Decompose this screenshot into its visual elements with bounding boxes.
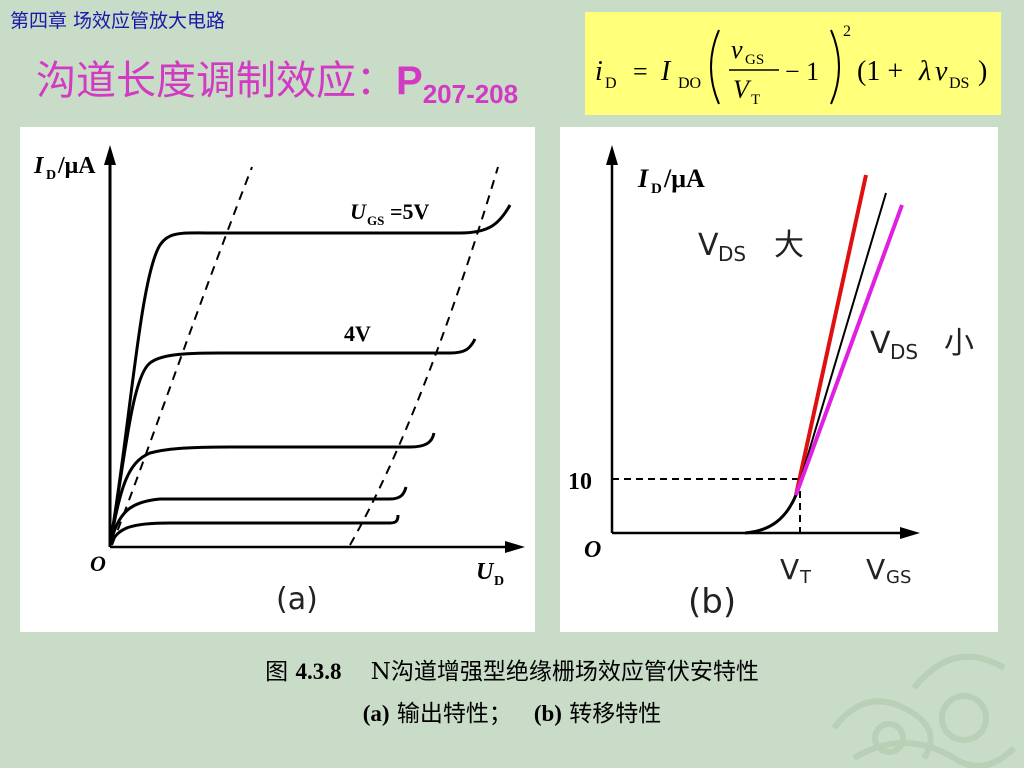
b-vds-small-sub: DS [890,340,918,364]
formula-factor-var: v [935,56,948,87]
a-curve-top-label-var: U [350,199,367,224]
b-vds-small-main: V [870,326,891,361]
formula-minus-one: − 1 [785,57,819,86]
a-curve-4 [108,486,408,546]
a-curve-vgs-5v [108,204,512,546]
formula-equals: = [633,57,648,86]
a-y-label-unit: /μA [57,153,96,179]
b-vt-sub: T [799,567,812,588]
title-page-range: 207-208 [422,79,519,109]
b-x-axis-arrow [900,527,920,539]
a-y-axis-arrow [104,145,116,165]
b-vds-large-sub: DS [718,242,746,266]
b-line-vds-small [794,204,904,496]
a-origin-label: O [90,551,106,576]
caption-part-a-tag: (a) [362,701,390,726]
formula-svg: i D = I DO v GS V T − 1 2 (1 + λ v DS ) [595,23,987,108]
decorative-pattern [831,653,1017,768]
a-curve-5 [108,514,400,546]
a-x-label-sub: D [494,574,504,589]
b-vds-large-word: 大 [774,228,804,263]
b-y-label-unit: /μA [663,164,705,193]
formula-factor-close: ) [978,56,987,87]
formula-den-var: V [733,75,752,104]
b-transfer-curve-knee [744,494,798,535]
b-y-axis-arrow [606,145,618,165]
figure-caption-line-2: (a) 输出特性； (b) 转移特性 [0,694,1024,728]
b-vgs-sub: GS [886,567,911,588]
formula-right-paren [830,29,840,105]
b-y-label-var: I [637,164,649,193]
caption-fig-title: N沟道增强型绝缘栅场效应管伏安特性 [370,659,759,685]
b-vt-main: V [780,553,799,586]
a-curve-top-label-sub: GS [367,213,384,228]
b-tick-10: 10 [568,469,592,495]
chapter-heading: 第四章 场效应管放大电路 [10,10,226,32]
caption-part-b-tag: (b) [533,701,562,726]
transfer-characteristics-diagram: I D /μA O 10 V DS 大 V DS 小 [568,145,974,622]
a-y-label-sub: D [46,168,56,183]
caption-part-a-text: 输出特性； [396,701,512,727]
a-x-axis-arrow [505,541,525,553]
output-characteristics-diagram: I D /μA U D O U GS =5V 4V [33,145,525,617]
formula-lhs-sub: D [605,75,617,92]
a-curve-vgs-4v [108,338,477,546]
formula-num-var: v [731,35,743,64]
formula-exponent: 2 [843,23,851,40]
a-curve-top-label-val: =5V [390,199,430,224]
b-origin-label: O [584,537,601,563]
a-panel-label: (a) [276,582,318,617]
transfer-characteristics-panel: I D /μA O 10 V DS 大 V DS 小 [560,127,998,632]
b-y-label-sub: D [651,181,662,197]
output-characteristics-panel: I D /μA U D O U GS =5V 4V [20,127,535,632]
b-line-vds-large [794,174,868,496]
caption-fig-number: 4.3.8 [295,659,342,684]
formula-lambda: λ [918,56,931,87]
a-curve-4v-label: 4V [344,321,371,346]
a-dashed-boundary-left [111,166,253,546]
b-vgs-main: V [866,553,885,586]
a-curve-3 [108,432,436,546]
figure-caption-line-1: 图 4.3.8 N沟道增强型绝缘栅场效应管伏安特性 [0,652,1024,686]
a-dashed-boundary-right [349,166,499,546]
b-vds-small-word: 小 [944,326,974,361]
title-text: 沟道长度调制效应： [36,58,396,104]
formula-coef: I [660,56,672,87]
formula-den-sub: T [751,92,760,108]
a-x-label-var: U [476,559,495,585]
formula-lhs-var: i [595,56,603,87]
a-y-label-var: I [33,153,45,179]
title-page-ref: P [396,59,423,103]
b-vds-large-main: V [698,228,719,263]
b-line-vds-nominal [795,192,887,496]
caption-fig-word: 图 [265,659,289,685]
formula-factor-open: (1 + [857,56,903,87]
formula-left-paren [710,29,720,105]
slide-title: 沟道长度调制效应：P207-208 [36,48,518,110]
formula-factor-sub: DS [949,75,969,92]
caption-part-b-text: 转移特性 [569,701,662,727]
formula-coef-sub: DO [678,75,701,92]
b-panel-label: (b) [688,582,736,622]
formula-num-sub: GS [745,52,764,68]
formula-box: i D = I DO v GS V T − 1 2 (1 + λ v DS ) [585,12,1001,115]
